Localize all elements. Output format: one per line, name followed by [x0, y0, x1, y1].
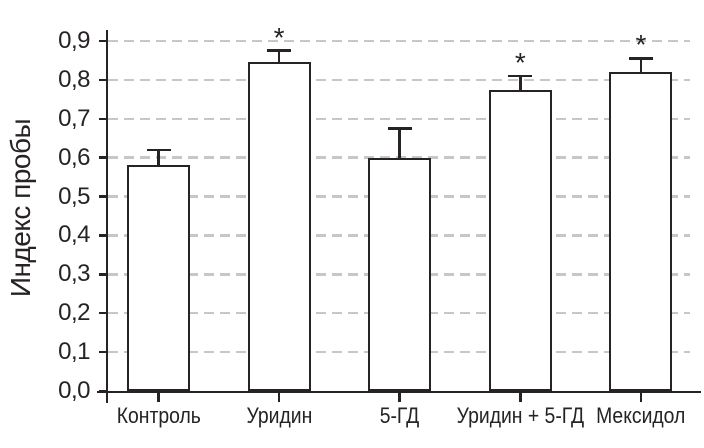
x-tick-label: Уридин	[184, 403, 374, 429]
x-tick-label-text: Уридин	[246, 403, 312, 428]
y-tick-mark	[98, 234, 106, 237]
significance-asterisk: *	[635, 29, 647, 61]
x-tick-label: Мексидол	[546, 403, 704, 429]
error-bar-cap	[508, 74, 533, 78]
x-tick-mark	[157, 392, 160, 402]
x-tick-mark	[398, 392, 401, 402]
x-tick-mark	[277, 392, 281, 402]
y-tick-label: 0,0	[58, 377, 90, 404]
gridline	[108, 78, 690, 82]
x-tick-mark	[519, 392, 522, 402]
error-bar-stem	[639, 58, 643, 73]
error-bar-cap	[628, 57, 653, 60]
significance-asterisk: *	[514, 46, 526, 78]
y-tick-label: 0,1	[58, 338, 90, 366]
error-bar-stem	[277, 50, 281, 63]
y-tick-label: 0,9	[58, 26, 90, 54]
y-tick-label: 0,5	[58, 182, 90, 210]
x-tick-label: Контроль	[64, 403, 254, 429]
error-bar-stem	[157, 149, 160, 166]
x-tick-label: Уридин + 5-ГД	[425, 403, 615, 429]
x-tick-mark	[639, 392, 643, 402]
bar	[609, 72, 673, 391]
y-tick-mark	[98, 195, 106, 198]
y-tick-label: 0,6	[58, 143, 90, 171]
y-axis-line	[105, 30, 108, 403]
significance-asterisk: *	[273, 21, 285, 53]
gridline	[108, 39, 690, 43]
bar	[368, 157, 432, 391]
y-tick-mark	[98, 39, 106, 43]
y-tick-mark	[98, 117, 106, 121]
bar	[127, 165, 190, 391]
x-axis-line	[97, 390, 701, 393]
y-tick-label: 0,4	[58, 221, 90, 249]
bar	[247, 62, 311, 391]
y-tick-mark	[98, 156, 106, 159]
y-tick-mark	[98, 78, 106, 82]
y-tick-mark	[98, 273, 106, 276]
x-tick-label: 5-ГД	[305, 403, 495, 429]
y-tick-label: 0,2	[58, 299, 90, 327]
gridline	[108, 117, 690, 121]
y-tick-mark	[98, 311, 106, 315]
x-tick-label-text: Контроль	[116, 403, 201, 428]
bar	[488, 89, 552, 391]
error-bar-cap	[267, 49, 292, 52]
x-tick-label-text: 5-ГД	[379, 403, 420, 428]
y-tick-label: 0,3	[58, 260, 90, 288]
error-bar-stem	[519, 75, 522, 90]
error-bar-stem	[398, 128, 401, 158]
y-tick-label: 0,8	[58, 65, 90, 93]
y-tick-label: 0,7	[58, 104, 90, 132]
error-bar-cap	[387, 127, 412, 130]
y-tick-mark	[98, 350, 106, 354]
x-tick-label-text: Уридин + 5-ГД	[456, 403, 584, 428]
error-bar-cap	[146, 148, 171, 152]
x-tick-label-text: Мексидол	[596, 403, 686, 428]
